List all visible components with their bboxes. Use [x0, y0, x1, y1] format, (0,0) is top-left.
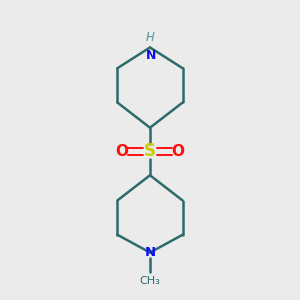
- Text: O: O: [172, 144, 185, 159]
- Text: S: S: [144, 142, 156, 160]
- Text: H: H: [146, 31, 155, 44]
- Text: CH₃: CH₃: [140, 276, 160, 286]
- Text: N: N: [146, 49, 156, 62]
- Text: N: N: [144, 246, 156, 259]
- Text: O: O: [115, 144, 128, 159]
